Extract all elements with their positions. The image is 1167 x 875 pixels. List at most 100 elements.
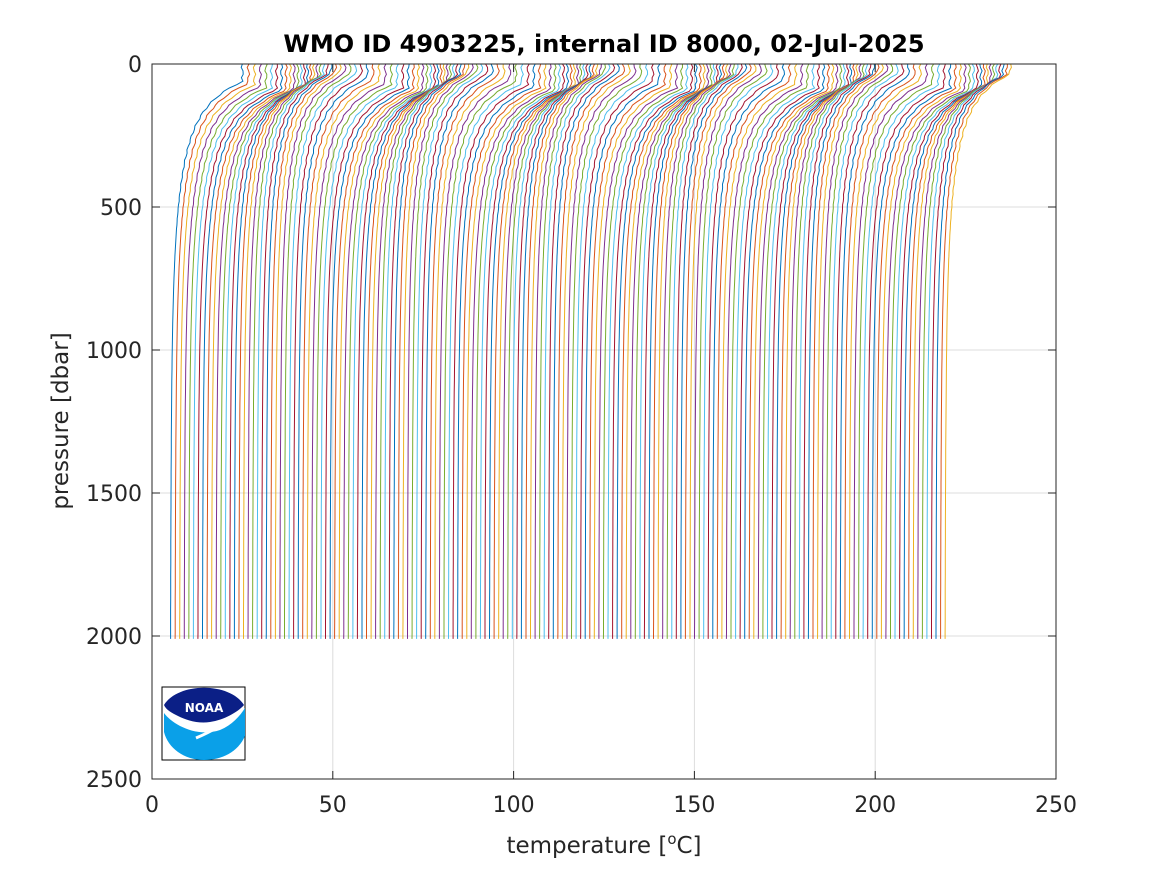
- chart-title: WMO ID 4903225, internal ID 8000, 02-Jul…: [283, 30, 924, 58]
- profile-line: [370, 63, 446, 639]
- profile-line: [247, 63, 319, 639]
- profile-line: [589, 63, 667, 639]
- profile-line: [757, 63, 839, 639]
- profile-line: [917, 63, 993, 639]
- profile-line: [675, 63, 743, 639]
- profile-line: [434, 63, 506, 639]
- profile-line: [284, 63, 352, 639]
- profile-line: [616, 63, 698, 639]
- x-axis-label-superscript: o: [667, 830, 676, 848]
- profile-line: [224, 63, 304, 639]
- profile-line: [525, 63, 595, 639]
- logo-navy-arc: [164, 687, 244, 723]
- profile-line: [776, 63, 853, 639]
- profile-line: [698, 63, 768, 639]
- profile-line: [739, 63, 821, 639]
- profile-line: [402, 63, 470, 639]
- profile-line: [684, 63, 752, 639]
- profile-line: [625, 63, 706, 639]
- profile-line: [894, 63, 976, 639]
- profile-line: [502, 63, 580, 639]
- profile-line: [388, 63, 459, 639]
- profile-line: [566, 63, 637, 639]
- profile-line: [179, 63, 257, 639]
- y-tick-label: 500: [100, 196, 142, 221]
- profile-line: [229, 63, 307, 639]
- profile-line: [689, 63, 757, 639]
- profile-line: [315, 63, 393, 639]
- profile-line: [457, 63, 536, 639]
- profile-line: [170, 63, 244, 639]
- profile-line: [807, 63, 876, 639]
- x-tick-label: 200: [854, 793, 896, 818]
- profile-line: [880, 63, 962, 639]
- profile-line: [215, 63, 296, 639]
- profile-line: [274, 63, 342, 639]
- profile-line: [712, 63, 786, 639]
- profile-line: [935, 63, 1005, 639]
- profiles-group: [170, 63, 1012, 639]
- profile-line: [220, 63, 300, 639]
- profile-line: [498, 63, 577, 639]
- profile-line: [744, 63, 826, 639]
- profile-line: [329, 63, 410, 639]
- profile-line: [899, 63, 979, 639]
- profile-line: [671, 63, 739, 639]
- profile-line: [607, 63, 689, 639]
- profile-line: [912, 63, 989, 639]
- profile-line: [420, 63, 489, 639]
- profile-line: [489, 63, 570, 639]
- profile-line: [557, 63, 626, 639]
- profile-line: [393, 63, 462, 639]
- y-tick-label: 0: [128, 53, 142, 78]
- profile-line: [885, 63, 967, 639]
- profile-line: [580, 63, 655, 639]
- profile-line: [261, 63, 329, 639]
- profile-line: [411, 63, 479, 639]
- profile-line: [725, 63, 804, 639]
- y-tick-label: 2500: [86, 768, 142, 793]
- profile-line: [429, 63, 500, 639]
- profile-line: [794, 63, 865, 639]
- profile-line: [484, 63, 566, 639]
- profile-line: [858, 63, 935, 639]
- profile-line: [703, 63, 774, 639]
- profile-line: [233, 63, 310, 639]
- profile-line: [575, 63, 649, 639]
- profile-line: [197, 63, 279, 639]
- profile-line: [867, 63, 946, 639]
- profile-line: [844, 63, 916, 639]
- x-axis-label-text: temperature [: [506, 833, 667, 859]
- y-axis-label: pressure [dbar]: [48, 332, 74, 509]
- profile-line: [384, 63, 456, 639]
- profile-line: [639, 63, 716, 639]
- profile-line: [338, 63, 420, 639]
- profile-line: [821, 63, 889, 639]
- profile-line: [347, 63, 429, 639]
- profile-line: [302, 63, 375, 639]
- profile-line: [931, 63, 1002, 639]
- profile-line: [552, 63, 620, 639]
- profile-line: [812, 63, 880, 639]
- profile-line: [361, 63, 440, 639]
- profile-line: [507, 63, 582, 639]
- x-tick-label: 50: [319, 793, 347, 818]
- profile-line: [375, 63, 449, 639]
- x-tick-label: 150: [673, 793, 715, 818]
- profile-line: [183, 63, 262, 639]
- profile-line: [407, 63, 474, 639]
- profile-line: [853, 63, 929, 639]
- x-tick-label: 100: [493, 793, 535, 818]
- x-axis-label-unit: C]: [677, 833, 702, 859]
- profile-line: [839, 63, 911, 639]
- profile-line: [648, 63, 723, 639]
- profile-line: [288, 63, 358, 639]
- profile-line: [297, 63, 369, 639]
- profile-line: [256, 63, 326, 639]
- profile-line: [470, 63, 552, 639]
- profile-line: [876, 63, 957, 639]
- profile-line: [238, 63, 313, 639]
- profile-line: [662, 63, 732, 639]
- profile-line: [862, 63, 941, 639]
